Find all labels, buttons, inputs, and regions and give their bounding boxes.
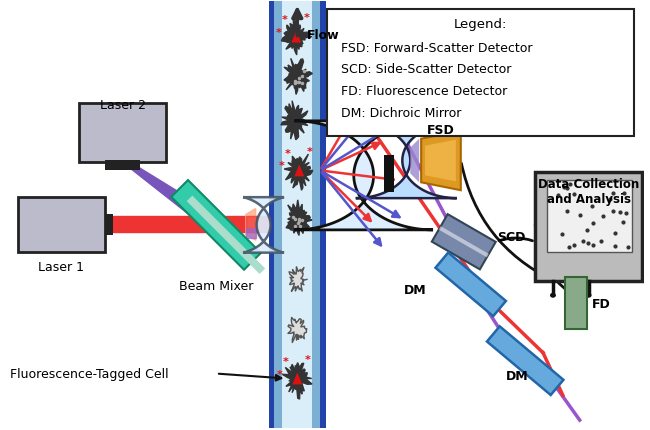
Polygon shape: [421, 132, 461, 191]
Bar: [18, 198, 105, 252]
Text: Data Collection
and Analysis: Data Collection and Analysis: [538, 178, 639, 206]
Text: *: *: [281, 15, 287, 25]
Bar: [268, 2, 326, 428]
Bar: [105, 214, 113, 236]
Text: *: *: [304, 13, 309, 23]
Polygon shape: [187, 196, 265, 274]
Polygon shape: [171, 181, 261, 270]
Text: *: *: [283, 356, 289, 366]
Text: *: *: [304, 354, 310, 364]
Polygon shape: [439, 227, 489, 258]
Bar: [565, 278, 587, 329]
Ellipse shape: [568, 293, 574, 298]
Bar: [105, 161, 140, 171]
Text: Fluorescence-Tagged Cell: Fluorescence-Tagged Cell: [10, 367, 168, 380]
Text: FSD: FSD: [427, 123, 455, 136]
Bar: [274, 2, 320, 428]
Polygon shape: [246, 229, 255, 239]
Polygon shape: [281, 18, 311, 56]
Bar: [385, 155, 395, 193]
Polygon shape: [294, 165, 304, 177]
Polygon shape: [286, 200, 312, 236]
Text: FD: Fluorescence Detector: FD: Fluorescence Detector: [341, 85, 507, 98]
Ellipse shape: [586, 293, 592, 298]
Text: Laser 1: Laser 1: [38, 260, 84, 273]
Text: *: *: [276, 28, 281, 37]
Polygon shape: [292, 373, 302, 384]
Bar: [327, 10, 634, 136]
Text: Beam Mixer: Beam Mixer: [179, 280, 254, 292]
Text: FSD: Forward-Scatter Detector: FSD: Forward-Scatter Detector: [341, 41, 532, 55]
Polygon shape: [284, 59, 313, 95]
Text: Flow: Flow: [307, 28, 340, 41]
Polygon shape: [294, 122, 433, 230]
Polygon shape: [410, 139, 419, 183]
Text: DM: DM: [506, 370, 528, 383]
Polygon shape: [291, 31, 301, 43]
Text: *: *: [276, 369, 282, 379]
Polygon shape: [436, 253, 506, 316]
Text: FD: FD: [592, 297, 610, 310]
Text: *: *: [306, 146, 312, 156]
Polygon shape: [284, 155, 313, 191]
Bar: [535, 173, 642, 282]
Polygon shape: [432, 215, 496, 270]
Bar: [282, 2, 312, 428]
Polygon shape: [425, 140, 456, 182]
Text: DM: DM: [404, 283, 426, 296]
Polygon shape: [243, 198, 284, 253]
Polygon shape: [356, 123, 457, 199]
Bar: [79, 104, 166, 163]
Polygon shape: [123, 163, 221, 232]
Bar: [547, 181, 632, 252]
Polygon shape: [288, 318, 307, 343]
Ellipse shape: [550, 293, 556, 298]
Text: Legend:: Legend:: [454, 18, 507, 31]
Text: *: *: [285, 148, 291, 158]
Polygon shape: [281, 101, 308, 140]
Text: *: *: [278, 161, 284, 171]
Polygon shape: [246, 209, 255, 241]
Text: DM: Dichroic Mirror: DM: Dichroic Mirror: [341, 107, 462, 120]
Polygon shape: [487, 326, 564, 395]
Polygon shape: [282, 363, 312, 399]
Polygon shape: [289, 267, 307, 292]
Polygon shape: [246, 217, 255, 233]
Text: SCD: SCD: [497, 231, 526, 244]
Text: SCD: Side-Scatter Detector: SCD: Side-Scatter Detector: [341, 63, 512, 76]
Text: Laser 2: Laser 2: [100, 99, 146, 112]
